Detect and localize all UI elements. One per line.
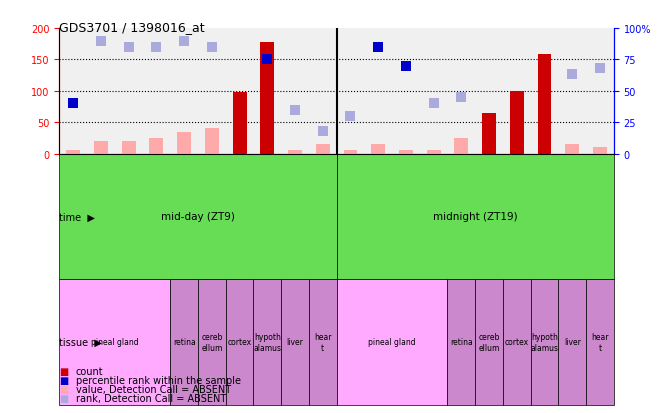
Text: retina: retina — [173, 337, 195, 347]
Text: ■: ■ — [59, 375, 69, 385]
Bar — [482, 114, 496, 154]
FancyBboxPatch shape — [309, 280, 337, 405]
Bar — [149, 138, 164, 154]
Bar — [94, 142, 108, 154]
Bar — [261, 43, 275, 154]
Text: ■: ■ — [59, 384, 69, 394]
Point — [179, 38, 189, 45]
Text: midnight (ZT19): midnight (ZT19) — [433, 212, 517, 222]
Text: liver: liver — [286, 337, 304, 347]
FancyBboxPatch shape — [503, 280, 531, 405]
Bar — [205, 129, 219, 154]
FancyBboxPatch shape — [337, 280, 447, 405]
Bar — [510, 92, 524, 154]
Text: rank, Detection Call = ABSENT: rank, Detection Call = ABSENT — [76, 393, 226, 403]
Bar — [455, 138, 469, 154]
Text: hear
t: hear t — [591, 332, 609, 352]
Bar — [233, 93, 247, 154]
Point — [262, 57, 273, 64]
FancyBboxPatch shape — [226, 280, 253, 405]
Point — [373, 44, 383, 51]
FancyBboxPatch shape — [59, 280, 170, 405]
Point — [401, 63, 411, 70]
Bar — [122, 142, 136, 154]
Bar — [427, 151, 441, 154]
FancyBboxPatch shape — [337, 154, 614, 280]
Text: value, Detection Call = ABSENT: value, Detection Call = ABSENT — [76, 384, 231, 394]
Point — [345, 113, 356, 120]
Text: hypoth
alamus: hypoth alamus — [531, 332, 558, 352]
Bar — [566, 145, 579, 154]
Text: pineal gland: pineal gland — [368, 337, 416, 347]
Text: ■: ■ — [59, 366, 69, 376]
Bar — [399, 151, 413, 154]
Text: mid-day (ZT9): mid-day (ZT9) — [161, 212, 235, 222]
Bar — [593, 148, 607, 154]
Point — [595, 66, 605, 72]
Text: ■: ■ — [59, 393, 69, 403]
FancyBboxPatch shape — [170, 280, 198, 405]
Point — [68, 101, 79, 107]
Text: cereb
ellum: cereb ellum — [478, 332, 500, 352]
Text: pineal gland: pineal gland — [91, 337, 139, 347]
Text: tissue  ▶: tissue ▶ — [59, 337, 102, 347]
Text: retina: retina — [450, 337, 473, 347]
Text: percentile rank within the sample: percentile rank within the sample — [76, 375, 241, 385]
Point — [151, 44, 162, 51]
Bar — [316, 145, 330, 154]
Text: cortex: cortex — [505, 337, 529, 347]
Point — [207, 44, 217, 51]
FancyBboxPatch shape — [447, 280, 475, 405]
Point — [428, 101, 439, 107]
FancyBboxPatch shape — [475, 280, 503, 405]
Point — [96, 38, 106, 45]
FancyBboxPatch shape — [198, 280, 226, 405]
Text: count: count — [76, 366, 104, 376]
Bar — [178, 132, 191, 154]
Point — [290, 107, 300, 114]
Bar — [66, 151, 81, 154]
Text: cereb
ellum: cereb ellum — [201, 332, 222, 352]
Bar — [288, 151, 302, 154]
Bar — [344, 151, 358, 154]
Bar — [372, 145, 385, 154]
Point — [567, 72, 578, 78]
Text: GDS3701 / 1398016_at: GDS3701 / 1398016_at — [59, 21, 205, 33]
Text: time  ▶: time ▶ — [59, 212, 95, 222]
Bar — [538, 55, 552, 154]
FancyBboxPatch shape — [558, 280, 586, 405]
FancyBboxPatch shape — [586, 280, 614, 405]
FancyBboxPatch shape — [531, 280, 558, 405]
Point — [123, 44, 134, 51]
FancyBboxPatch shape — [59, 154, 337, 280]
Text: cortex: cortex — [228, 337, 251, 347]
FancyBboxPatch shape — [253, 280, 281, 405]
Point — [484, 0, 494, 7]
Text: hypoth
alamus: hypoth alamus — [253, 332, 281, 352]
Text: hear
t: hear t — [314, 332, 331, 352]
FancyBboxPatch shape — [281, 280, 309, 405]
Point — [456, 95, 467, 101]
Text: liver: liver — [564, 337, 581, 347]
Point — [317, 128, 328, 135]
